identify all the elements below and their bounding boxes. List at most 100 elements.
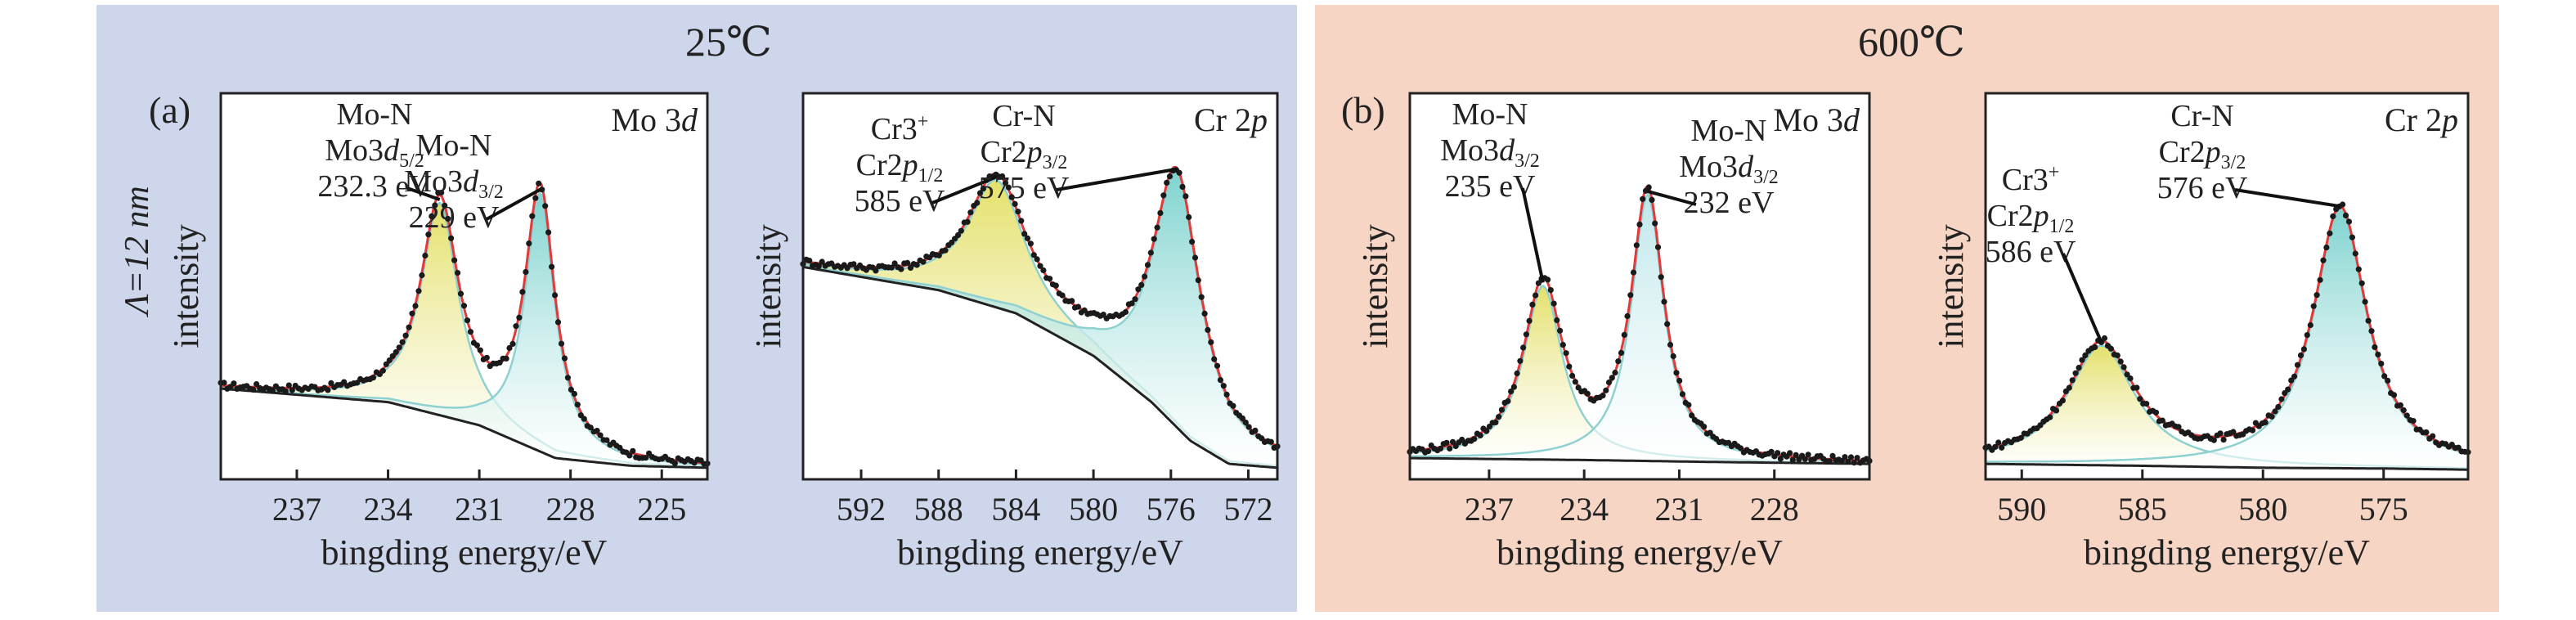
- data-point: [406, 324, 412, 330]
- data-point: [1999, 444, 2005, 451]
- data-point: [1533, 292, 1539, 299]
- data-point: [2345, 218, 2353, 225]
- data-point: [2403, 412, 2410, 419]
- data-point: [2134, 384, 2140, 391]
- data-point: [1075, 303, 1081, 310]
- data-point: [523, 268, 529, 276]
- data-point: [1624, 312, 1631, 320]
- data-point: [1186, 213, 1192, 221]
- data-point: [2124, 371, 2130, 378]
- data-point: [2278, 396, 2285, 402]
- data-point: [1605, 379, 1613, 386]
- y-axis-label: intensity: [748, 224, 788, 348]
- y-axis-label: intensity: [1355, 224, 1395, 348]
- svg-text:Mo3d5/2: Mo3d5/2: [325, 133, 424, 172]
- data-point: [2355, 266, 2362, 272]
- data-point: [2262, 419, 2269, 425]
- data-point: [282, 388, 289, 394]
- data-point: [289, 387, 295, 393]
- data-point: [1738, 445, 1744, 452]
- data-point: [2117, 358, 2124, 365]
- data-point: [1198, 294, 1205, 300]
- data-point: [457, 290, 464, 297]
- data-point: [341, 379, 348, 385]
- svg-text:Mo3d3/2: Mo3d3/2: [1679, 150, 1778, 188]
- data-point: [519, 289, 526, 295]
- corner-label: Mo 3d: [611, 101, 698, 138]
- data-point: [2352, 250, 2358, 257]
- data-point: [2304, 332, 2310, 339]
- data-point: [1789, 456, 1796, 463]
- data-point: [1005, 184, 1012, 191]
- data-point: [1842, 454, 1848, 461]
- plot-frame: [801, 92, 1279, 481]
- data-point: [269, 387, 276, 393]
- data-point: [2092, 344, 2098, 351]
- lambda-label: Λ=12 nm: [119, 186, 156, 315]
- data-point: [2072, 370, 2079, 376]
- data-point: [409, 310, 415, 317]
- data-point: [980, 186, 986, 192]
- data-point: [1483, 428, 1490, 434]
- data-point: [1658, 274, 1664, 281]
- data-point: [2342, 212, 2349, 218]
- data-point: [1040, 267, 1047, 274]
- data-point: [1676, 377, 1683, 384]
- x-tick-label: 237: [1465, 491, 1514, 528]
- data-point: [967, 209, 974, 216]
- data-point: [1775, 450, 1781, 456]
- data-point: [285, 382, 292, 389]
- data-point: [1252, 427, 1259, 434]
- data-point: [2288, 377, 2295, 384]
- data-point: [2365, 317, 2372, 324]
- data-point: [1142, 273, 1148, 280]
- data-point: [1425, 448, 1432, 455]
- data-point: [526, 240, 532, 247]
- data-point: [974, 200, 981, 206]
- data-point: [2410, 418, 2417, 425]
- data-point: [328, 380, 334, 386]
- data-point: [976, 190, 984, 196]
- data-point: [429, 213, 435, 219]
- data-point: [1992, 443, 1999, 450]
- data-point: [1535, 280, 1542, 286]
- data-point: [1030, 252, 1037, 258]
- svg-text:585 eV: 585 eV: [855, 184, 945, 218]
- data-point: [568, 386, 574, 393]
- data-point: [581, 416, 587, 422]
- svg-text:Cr2p3/2: Cr2p3/2: [981, 135, 1068, 173]
- data-point: [396, 344, 402, 351]
- data-point: [1189, 239, 1196, 245]
- corner-label: Mo 3d: [1773, 101, 1860, 138]
- data-point: [964, 218, 971, 225]
- data-point: [2330, 213, 2336, 220]
- data-point: [1673, 370, 1680, 376]
- data-point: [1523, 331, 1529, 338]
- y-axis-label: intensity: [1931, 224, 1971, 348]
- background-line: [1409, 456, 1869, 465]
- data-point: [1147, 249, 1154, 256]
- x-tick-label: 228: [1750, 491, 1799, 528]
- data-point: [604, 437, 610, 443]
- svg-text:Mo-N: Mo-N: [1452, 97, 1528, 132]
- data-point: [1508, 389, 1515, 395]
- x-tick-label: 580: [2238, 491, 2287, 528]
- data-point: [1661, 299, 1667, 305]
- data-point: [1154, 224, 1160, 231]
- data-point: [819, 258, 825, 265]
- data-point: [1689, 412, 1695, 419]
- data-point: [1627, 292, 1634, 299]
- data-point: [2320, 257, 2327, 263]
- data-point: [561, 355, 568, 362]
- data-point: [419, 272, 425, 279]
- plot-frame: [1984, 92, 2470, 481]
- data-point: [2375, 351, 2381, 357]
- x-tick-label: 575: [2359, 491, 2408, 528]
- data-point: [1179, 183, 1186, 190]
- data-point: [2220, 437, 2227, 443]
- data-point: [1498, 407, 1505, 413]
- data-point: [1496, 414, 1502, 420]
- data-point: [574, 402, 581, 408]
- data-point: [2143, 401, 2150, 407]
